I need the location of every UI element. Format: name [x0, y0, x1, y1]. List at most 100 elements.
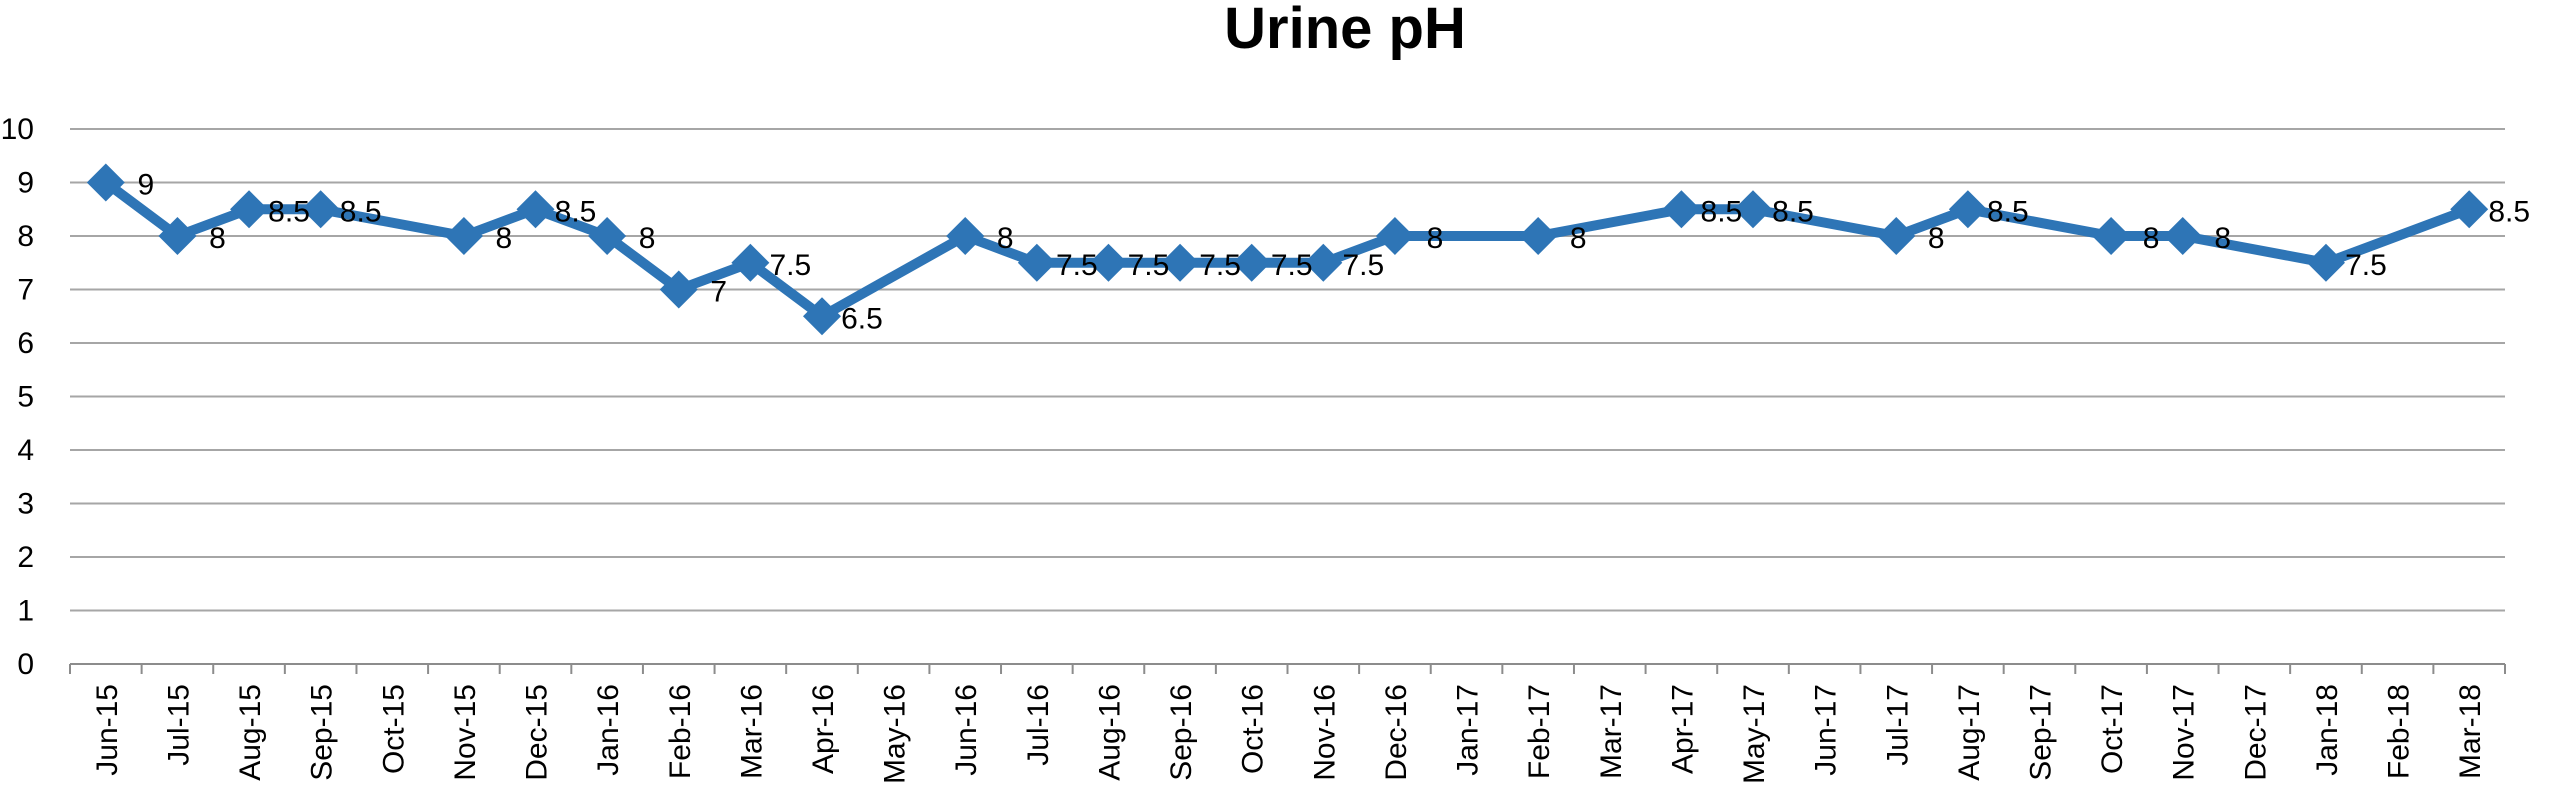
- data-label: 7.5: [2345, 249, 2387, 282]
- y-tick-label: 1: [17, 595, 34, 628]
- data-label: 8: [2143, 222, 2160, 255]
- data-point-marker: [1232, 243, 1271, 282]
- x-tick-label: Mar-16: [735, 684, 768, 779]
- x-tick-label: Dec-15: [521, 684, 554, 781]
- data-label: 7: [710, 276, 727, 309]
- data-label: 8: [1427, 222, 1444, 255]
- data-point-marker: [2306, 243, 2345, 282]
- x-tick-label: Apr-16: [807, 684, 840, 774]
- data-point-marker: [1662, 190, 1701, 229]
- data-label: 8.5: [2488, 195, 2530, 228]
- x-tick-label: Oct-16: [1237, 684, 1270, 774]
- y-tick-label: 0: [17, 648, 34, 681]
- data-label: 7.5: [1342, 249, 1384, 282]
- data-label: 8: [1570, 222, 1587, 255]
- data-point-marker: [230, 190, 269, 229]
- y-tick-label: 7: [17, 274, 34, 307]
- data-point-marker: [946, 217, 985, 255]
- data-point-marker: [1304, 243, 1343, 282]
- x-tick-label: Nov-15: [449, 684, 482, 781]
- x-tick-label: Sep-16: [1165, 684, 1198, 781]
- x-tick-label: Nov-16: [1308, 684, 1341, 781]
- x-tick-label: Oct-17: [2096, 684, 2129, 774]
- data-point-marker: [659, 270, 698, 309]
- x-tick-label: Jan-17: [1452, 684, 1485, 776]
- data-point-marker: [1877, 217, 1916, 255]
- data-point-marker: [2092, 217, 2131, 255]
- data-point-marker: [1375, 217, 1414, 255]
- data-point-marker: [516, 190, 555, 229]
- x-tick-label: Sep-15: [306, 684, 339, 781]
- x-tick-label: Jun-15: [91, 684, 124, 776]
- x-axis-tick-labels: Jun-15 Jul-15 Aug-15 Sep-15 Oct-15 Nov-15 Dec-…: [91, 684, 2487, 784]
- gridlines: [70, 128, 2505, 612]
- data-label: 7.5: [1271, 249, 1313, 282]
- y-tick-label: 4: [17, 434, 34, 467]
- data-label: 7.5: [770, 249, 812, 282]
- x-tick-label: May-17: [1738, 684, 1771, 784]
- data-point-marker: [731, 243, 770, 282]
- data-labels: 9 8 8.5 8.5 8 8.5 8 7 7.5 6.5 8 7.5 7.5 7.5 7.5 7.5 8 8 8.…: [137, 169, 2530, 336]
- data-label: 8.5: [1701, 195, 1743, 228]
- x-tick-label: Oct-15: [377, 684, 410, 774]
- data-point-marker: [1734, 190, 1773, 229]
- x-tick-label: Aug-17: [1953, 684, 1986, 781]
- x-tick-label: Feb-17: [1523, 684, 1556, 779]
- data-label: 8: [496, 222, 513, 255]
- x-tick-label: May-16: [879, 684, 912, 784]
- data-label: 7.5: [1128, 249, 1170, 282]
- data-label: 7.5: [1056, 249, 1098, 282]
- y-axis-tick-labels: 0 1 2 3 4 5 6 7 8 9 10: [1, 113, 34, 681]
- x-tick-label: Mar-18: [2454, 684, 2487, 779]
- x-tick-label: Dec-17: [2239, 684, 2272, 781]
- x-tick-label: Jan-18: [2311, 684, 2344, 776]
- data-point-marker: [588, 217, 627, 255]
- x-tick-label: Aug-15: [234, 684, 267, 781]
- x-tick-label: Jun-17: [1810, 684, 1843, 776]
- data-label: 8: [2214, 222, 2231, 255]
- data-label: 8: [209, 222, 226, 255]
- data-point-marker: [86, 163, 125, 202]
- x-tick-label: Aug-16: [1093, 684, 1126, 781]
- x-tick-label: Jul-17: [1881, 684, 1914, 766]
- x-tick-label: Jan-16: [592, 684, 625, 776]
- y-tick-label: 8: [17, 220, 34, 253]
- data-point-marker: [1161, 243, 1200, 282]
- y-tick-label: 9: [17, 167, 34, 200]
- data-label: 8: [639, 222, 656, 255]
- data-point-marker: [802, 297, 841, 336]
- x-tick-label: Nov-17: [2168, 684, 2201, 781]
- data-label: 8: [1928, 222, 1945, 255]
- data-label: 8.5: [1987, 195, 2029, 228]
- x-tick-label: Apr-17: [1666, 684, 1699, 774]
- y-tick-label: 5: [17, 381, 34, 414]
- data-label: 8.5: [268, 195, 310, 228]
- data-point-marker: [444, 217, 483, 255]
- data-label: 6.5: [841, 302, 883, 335]
- data-label: 9: [137, 169, 154, 202]
- y-tick-label: 3: [17, 488, 34, 521]
- data-point-marker: [301, 190, 340, 229]
- x-tick-label: Dec-16: [1380, 684, 1413, 781]
- y-tick-label: 10: [1, 113, 34, 146]
- y-tick-label: 6: [17, 327, 34, 360]
- data-label: 8.5: [1772, 195, 1814, 228]
- x-tick-label: Feb-16: [664, 684, 697, 779]
- data-point-marker: [1519, 217, 1558, 255]
- data-point-marker: [1017, 243, 1056, 282]
- data-label: 8.5: [340, 195, 382, 228]
- x-tick-label: Jun-16: [950, 684, 983, 776]
- y-tick-label: 2: [17, 541, 34, 574]
- series-urine-ph: [86, 163, 2489, 336]
- data-point-marker: [158, 217, 197, 255]
- data-label: 7.5: [1199, 249, 1241, 282]
- x-tick-label: Jul-16: [1022, 684, 1055, 766]
- axes: [69, 663, 2506, 674]
- data-label: 8: [997, 222, 1014, 255]
- data-label: 8.5: [555, 195, 597, 228]
- data-point-marker: [2450, 190, 2489, 229]
- x-tick-label: Jul-15: [162, 684, 195, 766]
- x-tick-label: Sep-17: [2024, 684, 2057, 781]
- data-point-marker: [1089, 243, 1128, 282]
